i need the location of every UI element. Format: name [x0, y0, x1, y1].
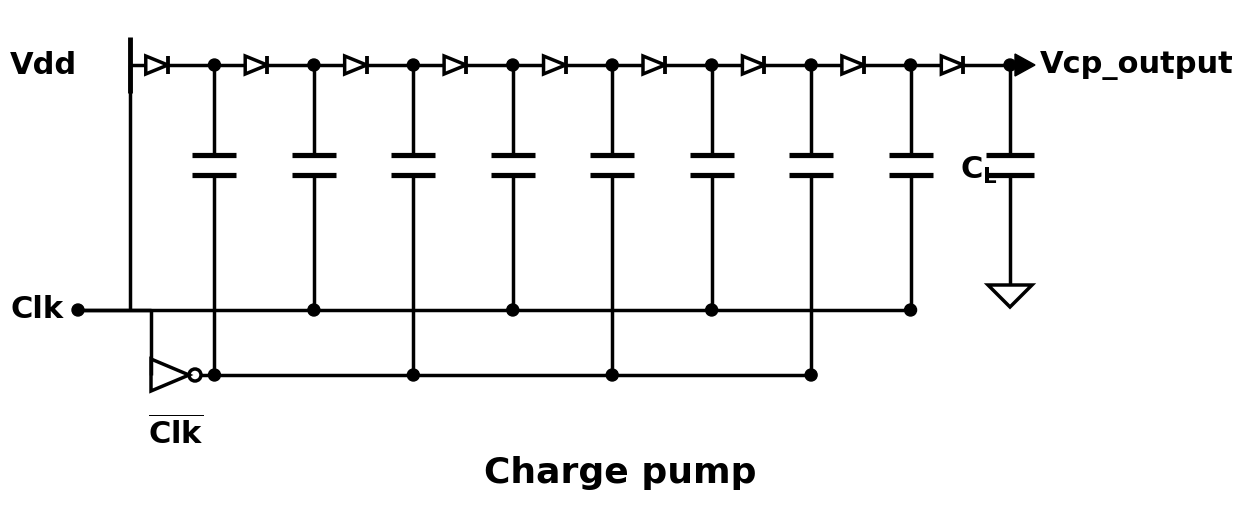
Circle shape: [407, 59, 419, 71]
Text: $\mathbf{C_L}$: $\mathbf{C_L}$: [960, 154, 998, 186]
Text: Vcp_output: Vcp_output: [1040, 50, 1234, 79]
Circle shape: [1004, 59, 1016, 71]
Circle shape: [208, 59, 221, 71]
Circle shape: [706, 59, 718, 71]
Circle shape: [606, 59, 619, 71]
Circle shape: [805, 59, 817, 71]
Text: Charge pump: Charge pump: [484, 456, 756, 490]
Polygon shape: [1016, 54, 1035, 76]
Text: Clk: Clk: [10, 296, 63, 325]
Circle shape: [805, 369, 817, 381]
Circle shape: [308, 59, 320, 71]
Circle shape: [904, 304, 916, 316]
Circle shape: [507, 304, 518, 316]
Circle shape: [507, 59, 518, 71]
Circle shape: [706, 304, 718, 316]
Circle shape: [308, 304, 320, 316]
Text: Vdd: Vdd: [10, 50, 77, 79]
Text: $\overline{\mathbf{Clk}}$: $\overline{\mathbf{Clk}}$: [148, 415, 203, 450]
Circle shape: [72, 304, 84, 316]
Circle shape: [407, 369, 419, 381]
Circle shape: [904, 59, 916, 71]
Circle shape: [606, 369, 619, 381]
Circle shape: [208, 369, 221, 381]
